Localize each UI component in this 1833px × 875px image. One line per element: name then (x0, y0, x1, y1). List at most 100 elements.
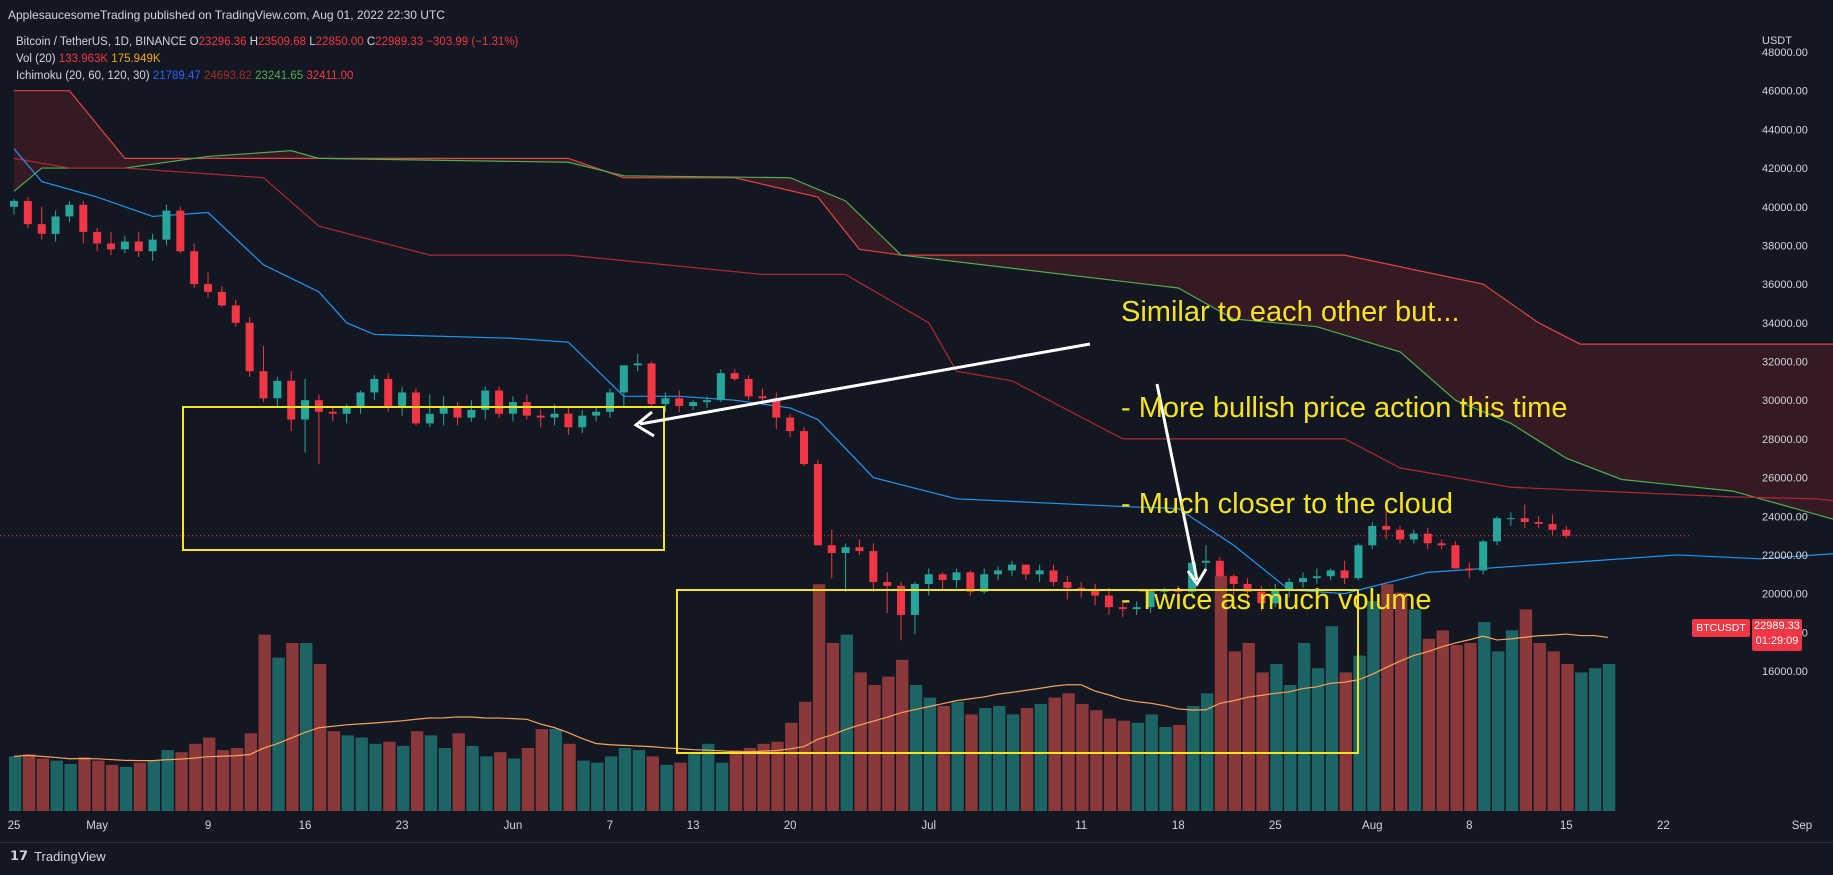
candle-body (37, 224, 46, 234)
volume-bar (50, 760, 63, 811)
volume-bar (882, 676, 895, 811)
candle-body (980, 574, 989, 592)
annotation-line: - Much closer to the cloud (1121, 488, 1454, 520)
candle-body (467, 409, 476, 418)
candle-body (786, 417, 795, 432)
volume-bar (1367, 601, 1380, 811)
volume-bar (1228, 651, 1242, 811)
volume-bar (1284, 685, 1297, 811)
volume-bar (1519, 609, 1533, 811)
volume-bar (1602, 664, 1616, 811)
candle-body (439, 405, 448, 414)
time-axis-tick: 25 (8, 820, 21, 832)
legend-symbol[interactable]: Bitcoin / TetherUS, 1D, BINANCE (16, 36, 187, 48)
candle-body (883, 582, 892, 586)
candle-body (910, 583, 919, 615)
candle-body (619, 365, 628, 393)
candle-body (1271, 589, 1280, 604)
candle-body (1298, 578, 1307, 583)
volume-bar (161, 750, 174, 811)
candle-body (273, 380, 282, 399)
arrow-head-july (1186, 568, 1208, 587)
candle-body (1285, 582, 1294, 590)
ichimoku-kijun-line (13, 157, 1833, 502)
volume-bar (327, 731, 341, 811)
volume-bar (1325, 626, 1339, 811)
candle-body (1035, 570, 1044, 575)
price-axis-tick: 26000.00 (1762, 473, 1808, 485)
legend-ichimoku-span-a: 23241.65 (255, 70, 304, 82)
volume-bar (563, 743, 576, 811)
legend-row-ichimoku: Ichimoku (20, 60, 120, 30) 21789.47 2469… (16, 68, 518, 85)
volume-bar (438, 748, 452, 811)
time-axis[interactable]: 25 May 9 16 23 Jun 7 13 20 Jul 11 18 25 Aug 8 15 22 Sep (8, 820, 1813, 832)
candle-body (314, 400, 323, 412)
volume-bar (549, 729, 562, 811)
price-chart[interactable]: USDT 16000.0018000.0020000.0022000.00240… (0, 0, 1833, 842)
time-axis-tick: 18 (1172, 820, 1185, 832)
volume-bar (1547, 651, 1560, 811)
candle-body (855, 547, 864, 552)
volume-bar (923, 697, 937, 811)
volume-bar (1020, 708, 1034, 811)
price-axis-tick: 46000.00 (1762, 86, 1808, 98)
candle-body (1396, 529, 1404, 540)
candle-body (10, 200, 18, 207)
volume-bar (1256, 672, 1269, 811)
candle-body (134, 241, 143, 252)
legend-l-label: L (309, 36, 316, 48)
candle-body (800, 431, 809, 465)
price-axis-tick: 16000.00 (1762, 666, 1808, 678)
volume-bar (1090, 710, 1103, 811)
candle-body (107, 243, 116, 250)
legend-vol-label[interactable]: Vol (20) (16, 53, 56, 65)
volume-bar (993, 706, 1006, 811)
ichimoku-tenkan-line (13, 148, 1833, 595)
volume-bar (632, 750, 646, 811)
volume-bar (812, 584, 826, 811)
arrow-to-june-box (639, 342, 1091, 426)
candle-body (730, 373, 739, 379)
time-axis-tick: 23 (396, 820, 409, 832)
volume-bar (9, 756, 22, 811)
candle-body (1257, 591, 1266, 604)
candle-body (259, 371, 268, 399)
volume-bar (909, 685, 923, 811)
volume-bar (1242, 643, 1255, 811)
price-axis-tick: 40000.00 (1762, 202, 1808, 214)
candle-body (481, 390, 490, 410)
candle-body (148, 239, 157, 252)
volume-bar (965, 714, 978, 811)
candle-body (1520, 518, 1529, 523)
price-axis-tick: 20000.00 (1762, 589, 1808, 601)
candle-body (217, 291, 226, 306)
price-tag: 22989.33 01:29:09 (1752, 619, 1802, 651)
legend-ichimoku-label[interactable]: Ichimoku (20, 60, 120, 30) (16, 70, 150, 82)
volume-bar (189, 743, 202, 811)
candle-body (841, 547, 850, 554)
candle-body (301, 400, 310, 420)
price-axis-tick: 36000.00 (1762, 279, 1808, 291)
candle-body (1201, 560, 1210, 563)
candle-body (1063, 582, 1072, 588)
time-axis-tick: 13 (687, 820, 700, 832)
volume-bar (466, 745, 479, 811)
tradingview-logo[interactable]: 𝟭𝟳 TradingView (10, 848, 106, 864)
symbol-tag: BTCUSDT (1692, 619, 1750, 637)
price-axis[interactable]: USDT 16000.0018000.0020000.0022000.00240… (1762, 35, 1808, 678)
volume-bar (1353, 655, 1366, 811)
tradingview-brand: TradingView (34, 848, 106, 864)
candle-body (1243, 583, 1252, 592)
candle-body (522, 402, 531, 416)
candle-body (689, 402, 698, 406)
volume-bars (9, 575, 1616, 811)
candle-body (952, 572, 961, 581)
last-price: 22989.33 (1754, 620, 1800, 632)
time-axis-tick: Jun (504, 820, 523, 832)
candle-body (453, 405, 462, 418)
volume-bar (1589, 668, 1602, 811)
candle-body (550, 413, 559, 418)
candle-body (23, 200, 32, 225)
candle-body (592, 411, 601, 416)
candle-body (1118, 607, 1127, 610)
